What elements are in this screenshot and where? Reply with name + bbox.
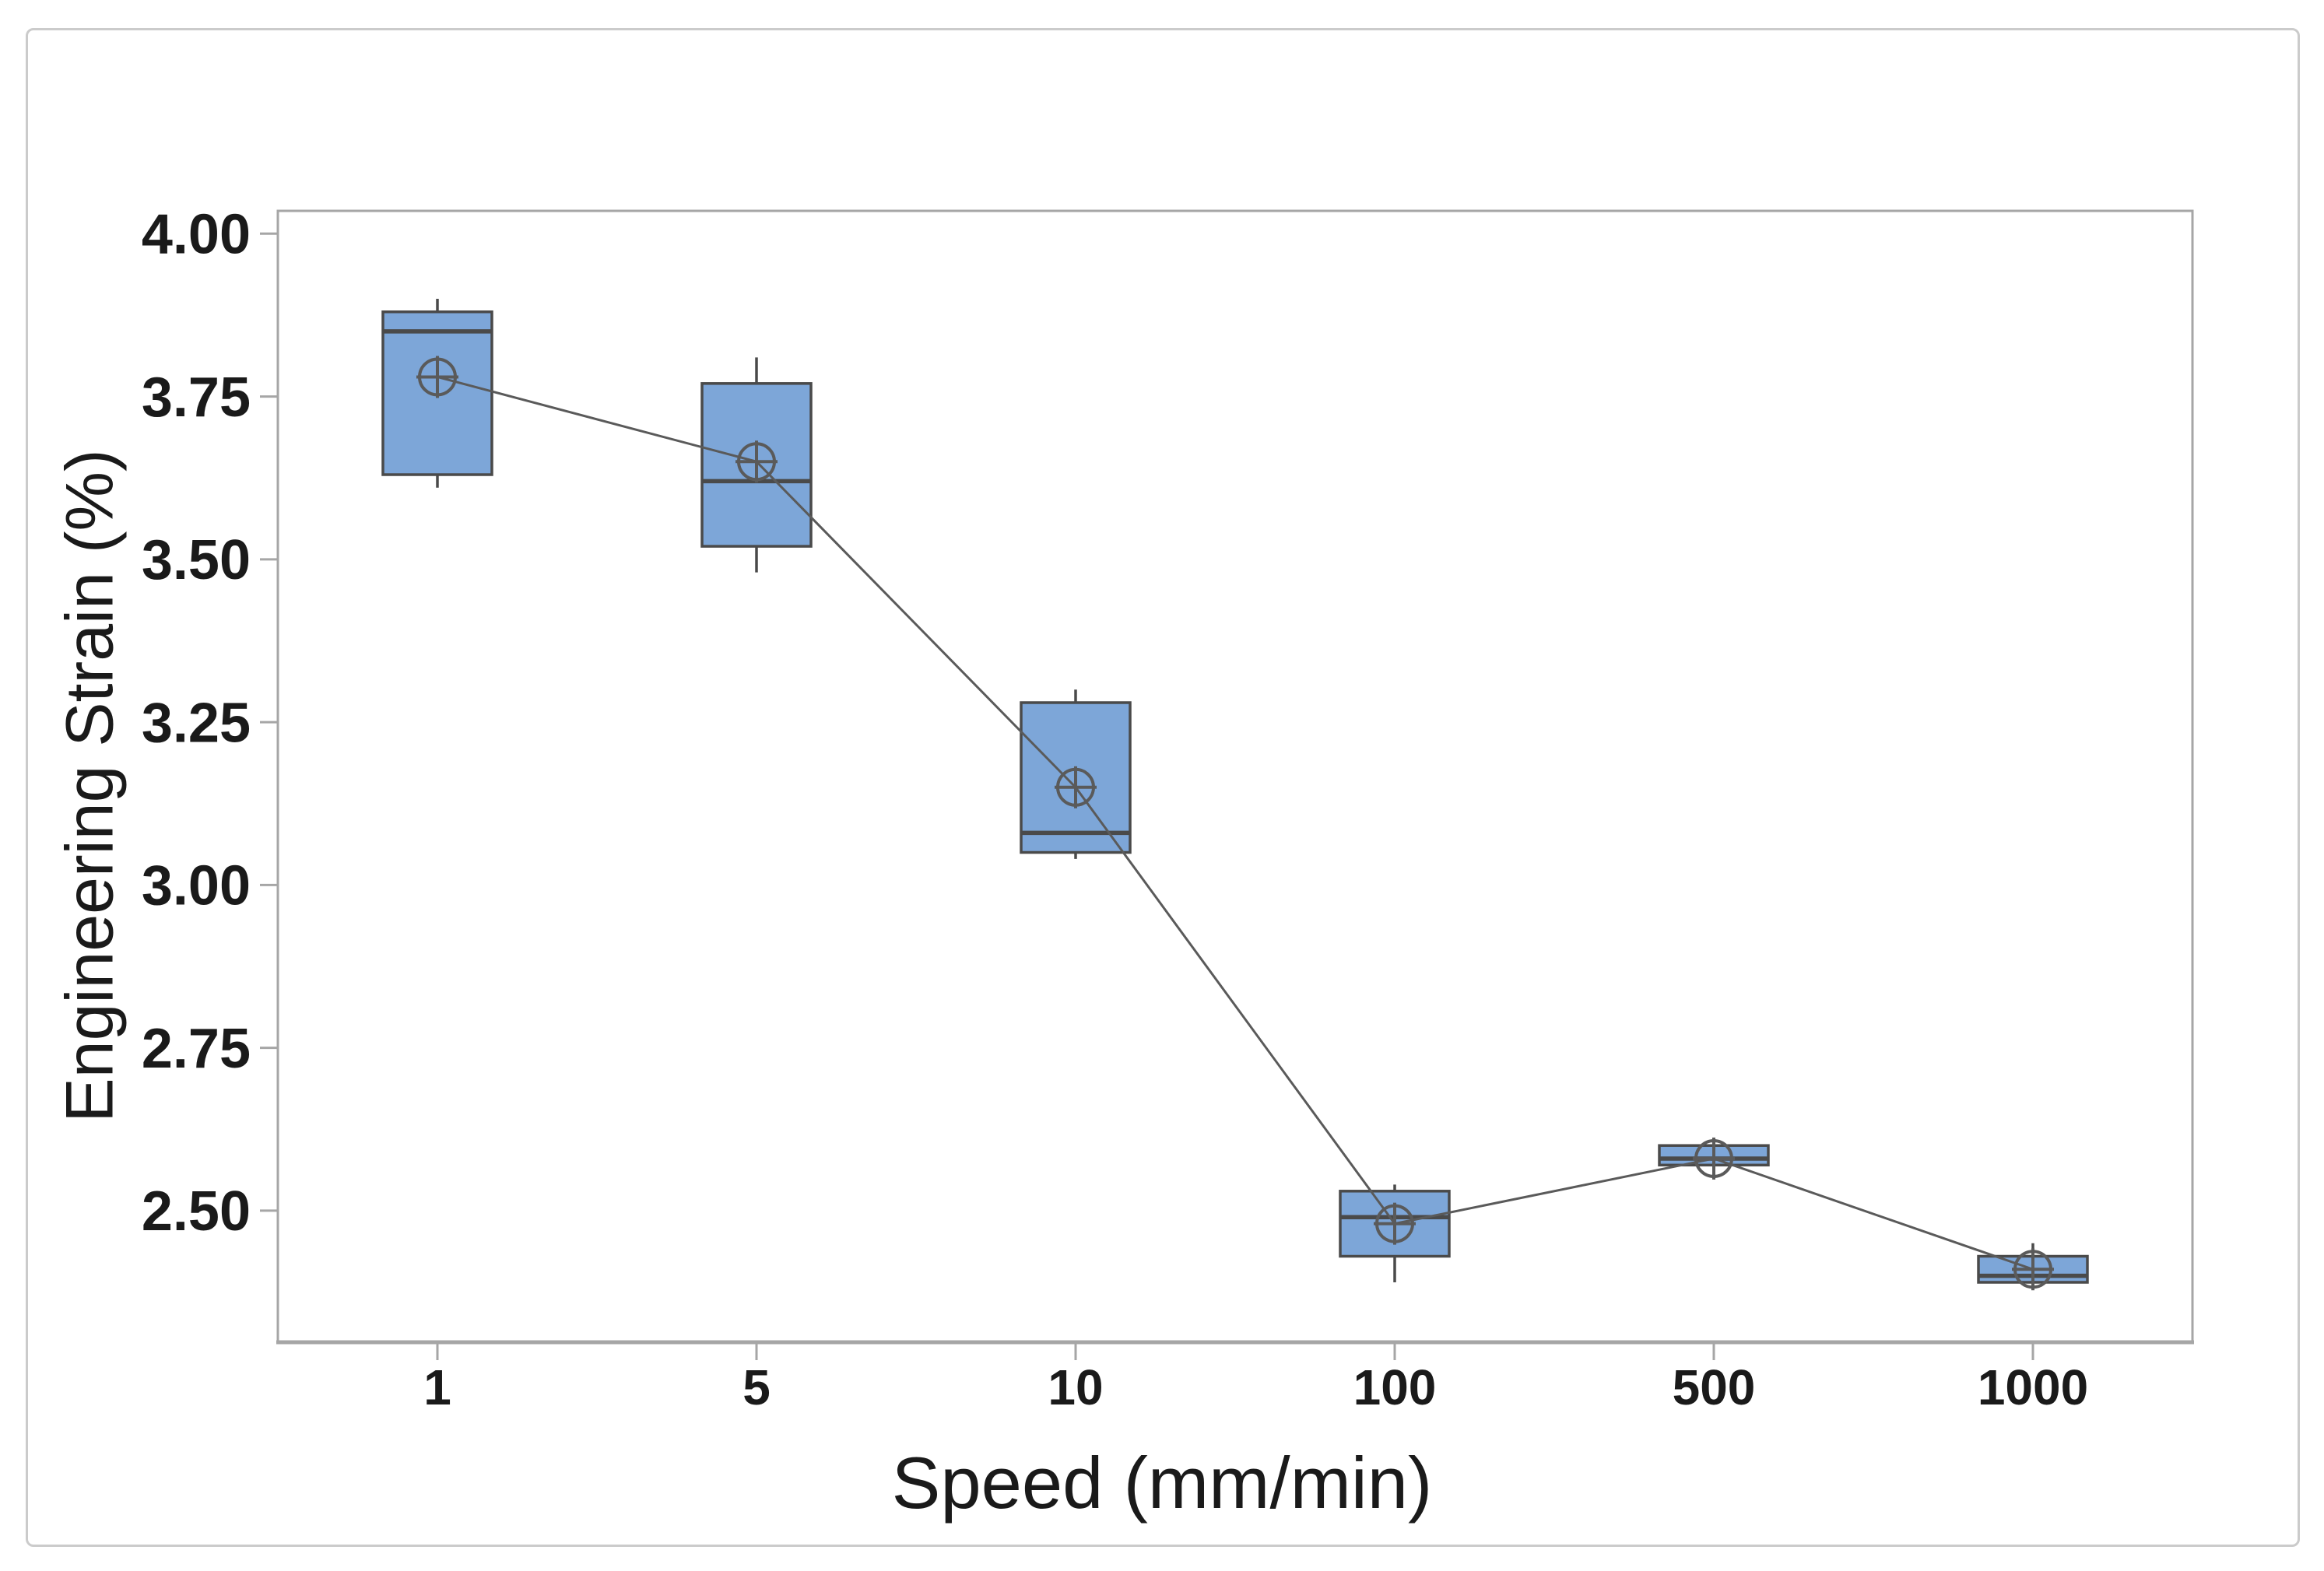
x-axis-title: Speed (mm/min) — [891, 1442, 1433, 1524]
mean-marker — [1374, 1202, 1416, 1245]
y-tick-label: 3.50 — [142, 529, 251, 591]
plot-frame — [276, 209, 2194, 1344]
x-tick-label: 1000 — [1978, 1359, 2088, 1415]
x-tick-label: 1 — [423, 1359, 451, 1415]
y-axis-title: Engineering Strain (%) — [52, 449, 128, 1123]
mean-marker — [1055, 766, 1097, 808]
mean-marker — [2012, 1248, 2054, 1291]
mean-connect-line — [437, 376, 2034, 1271]
box — [381, 310, 493, 476]
mean-marker — [416, 356, 458, 398]
y-tick-label: 2.50 — [142, 1180, 251, 1243]
y-tick-label: 3.00 — [142, 855, 251, 917]
x-tick-label: 100 — [1353, 1359, 1437, 1415]
y-tick-label: 4.00 — [142, 203, 251, 265]
mean-marker — [1693, 1137, 1735, 1180]
x-tick-label: 10 — [1048, 1359, 1103, 1415]
mean-marker — [735, 440, 778, 483]
y-tick-label: 3.75 — [142, 366, 251, 429]
y-tick-label: 2.75 — [142, 1018, 251, 1080]
x-tick-label: 5 — [742, 1359, 771, 1415]
y-tick-label: 3.25 — [142, 692, 251, 754]
x-tick-label: 500 — [1673, 1359, 1756, 1415]
